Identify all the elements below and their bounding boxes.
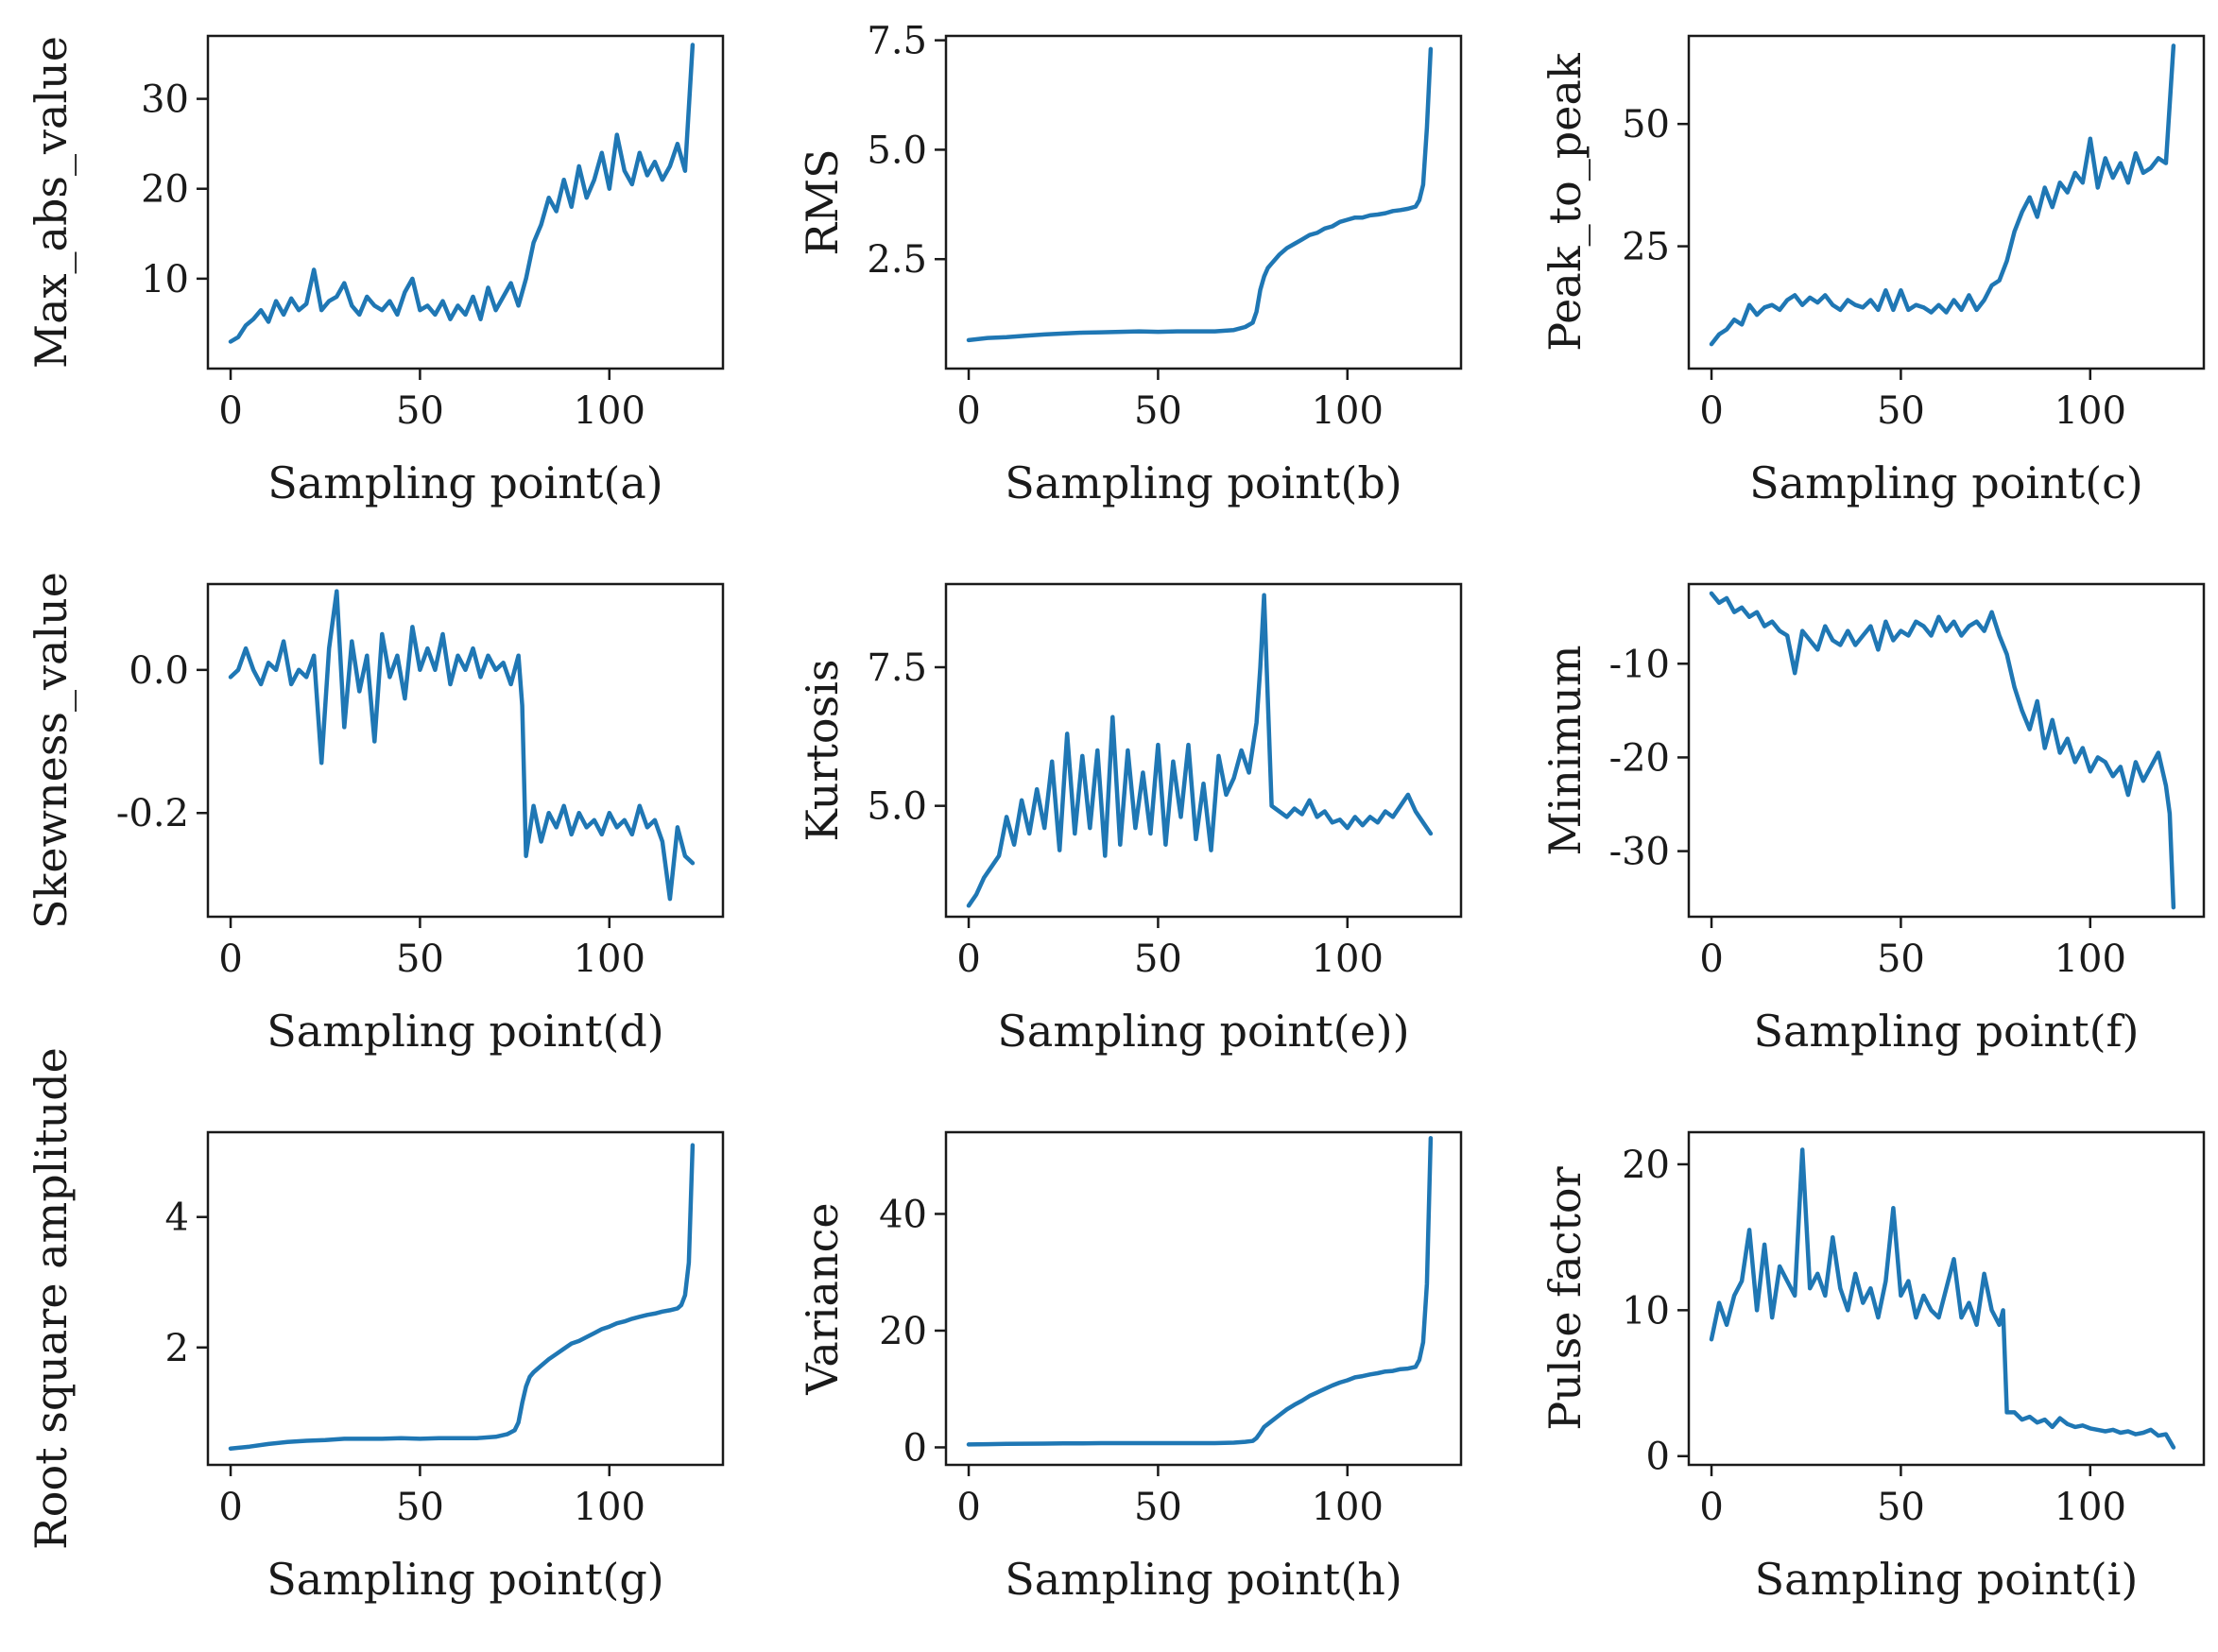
y-tick-label: 20 <box>879 1310 927 1353</box>
y-axis-label: Kurtosis <box>797 659 848 841</box>
x-tick-label: 100 <box>1312 1486 1384 1529</box>
y-tick-label: 20 <box>141 168 189 212</box>
x-tick-label: 100 <box>1312 389 1384 433</box>
y-axis-label: Pulse factor <box>1539 1166 1590 1430</box>
x-tick-label: 100 <box>574 389 645 433</box>
x-tick-label: 50 <box>1877 1486 1925 1529</box>
chart-panel-b: 0 50 100 2.5 5.0 7.5 Sampling point(b) RMS <box>797 20 1463 508</box>
y-tick-label: 7.5 <box>867 646 927 690</box>
plot-frame <box>944 582 1463 919</box>
data-line <box>1709 591 2176 910</box>
x-tick-label: 0 <box>1699 938 1723 981</box>
x-axis-label: Sampling point(f) <box>1753 1006 2139 1057</box>
y-tick-label: 0.0 <box>129 649 189 693</box>
x-tick-label: 50 <box>1134 389 1182 433</box>
x-axis-label: Sampling point(e)) <box>997 1006 1409 1057</box>
y-axis-label: Max_abs_value <box>26 36 77 369</box>
x-axis-label: Sampling point(g) <box>267 1554 663 1605</box>
y-tick-label: 0 <box>903 1426 927 1470</box>
x-tick-label: 50 <box>396 389 444 433</box>
x-axis-label: Sampling point(a) <box>267 457 662 508</box>
x-tick-label: 0 <box>1699 1486 1723 1529</box>
y-tick-label: -0.2 <box>116 792 189 835</box>
data-line <box>228 43 696 344</box>
data-line <box>966 46 1434 343</box>
y-axis-label: Variance <box>797 1202 848 1395</box>
y-tick-label: 10 <box>141 258 189 301</box>
x-axis-label: Sampling point(d) <box>267 1006 663 1057</box>
chart-panel-c: 0 50 100 25 50 Sampling point(c) Peak_to_peak <box>1539 34 2206 508</box>
chart-panel-a: 0 50 100 10 20 30 Sampling point(a) Max_abs_val… <box>26 34 725 508</box>
plot-frame <box>1687 34 2206 370</box>
y-tick-label: -10 <box>1609 643 1670 686</box>
x-tick-label: 50 <box>1877 938 1925 981</box>
data-line <box>228 1143 696 1451</box>
x-tick-label: 50 <box>1134 1486 1182 1529</box>
y-axis-label: Skewness_value <box>26 572 77 929</box>
x-tick-label: 0 <box>956 389 980 433</box>
y-tick-label: 4 <box>165 1196 189 1240</box>
x-tick-label: 50 <box>396 938 444 981</box>
x-axis-label: Sampling point(h) <box>1005 1554 1402 1605</box>
y-tick-label: 25 <box>1622 226 1670 269</box>
x-tick-label: 100 <box>574 938 645 981</box>
y-tick-label: 2 <box>165 1327 189 1370</box>
y-tick-label: 2.5 <box>867 238 927 282</box>
chart-panel-f: 0 50 100 -30 -20 -10 Sampling point(f) Minimum <box>1539 582 2206 1057</box>
data-line <box>228 589 696 902</box>
x-axis-label: Sampling point(b) <box>1005 457 1401 508</box>
x-tick-label: 0 <box>956 1486 980 1529</box>
y-tick-label: 10 <box>1622 1289 1670 1333</box>
x-tick-label: 0 <box>1699 389 1723 433</box>
x-tick-label: 50 <box>1877 389 1925 433</box>
chart-panel-h: 0 50 100 0 20 40 Sampling point(h) Variance <box>797 1130 1463 1605</box>
x-tick-label: 100 <box>2055 389 2126 433</box>
x-axis-label: Sampling point(i) <box>1755 1554 2139 1605</box>
chart-panel-i: 0 50 100 0 10 20 Sampling point(i) Pulse factor <box>1539 1130 2206 1605</box>
x-tick-label: 100 <box>1312 938 1384 981</box>
chart-panel-e: 0 50 100 5.0 7.5 Sampling point(e)) Kurtosis <box>797 582 1463 1057</box>
data-line <box>966 593 1434 908</box>
y-axis-label: Root square amplitude <box>26 1047 77 1550</box>
x-tick-label: 0 <box>218 1486 242 1529</box>
data-line <box>966 1135 1434 1447</box>
x-axis-label: Sampling point(c) <box>1749 457 2143 508</box>
x-tick-label: 100 <box>2055 1486 2126 1529</box>
y-tick-label: 5.0 <box>867 785 927 829</box>
y-tick-label: 7.5 <box>867 20 927 63</box>
y-tick-label: 5.0 <box>867 129 927 172</box>
x-tick-label: 0 <box>956 938 980 981</box>
chart-panel-g: 0 50 100 2 4 Sampling point(g) Root square amp… <box>26 1047 725 1605</box>
x-tick-label: 100 <box>574 1486 645 1529</box>
x-tick-label: 0 <box>218 938 242 981</box>
plot-frame <box>1687 1130 2206 1467</box>
y-tick-label: 30 <box>141 78 189 122</box>
plot-frame <box>944 34 1463 370</box>
plot-frame <box>206 1130 725 1467</box>
plot-frame <box>1687 582 2206 919</box>
y-tick-label: -30 <box>1609 831 1670 874</box>
data-line <box>1709 1147 2176 1450</box>
y-tick-label: 50 <box>1622 103 1670 146</box>
y-axis-label: RMS <box>797 148 848 255</box>
plot-frame <box>944 1130 1463 1467</box>
x-tick-label: 100 <box>2055 938 2126 981</box>
x-tick-label: 50 <box>1134 938 1182 981</box>
y-axis-label: Minimum <box>1539 645 1590 855</box>
y-tick-label: -20 <box>1609 736 1670 780</box>
x-tick-label: 0 <box>218 389 242 433</box>
data-line <box>1709 43 2176 347</box>
plot-frame <box>206 582 725 919</box>
chart-panel-d: 0 50 100 -0.2 0.0 Sampling point(d) Skewness_v… <box>26 572 725 1057</box>
y-tick-label: 20 <box>1622 1144 1670 1187</box>
y-tick-label: 0 <box>1646 1436 1670 1479</box>
y-axis-label: Peak_to_peak <box>1539 52 1590 352</box>
x-tick-label: 50 <box>396 1486 444 1529</box>
plot-frame <box>206 34 725 370</box>
y-tick-label: 40 <box>879 1193 927 1236</box>
